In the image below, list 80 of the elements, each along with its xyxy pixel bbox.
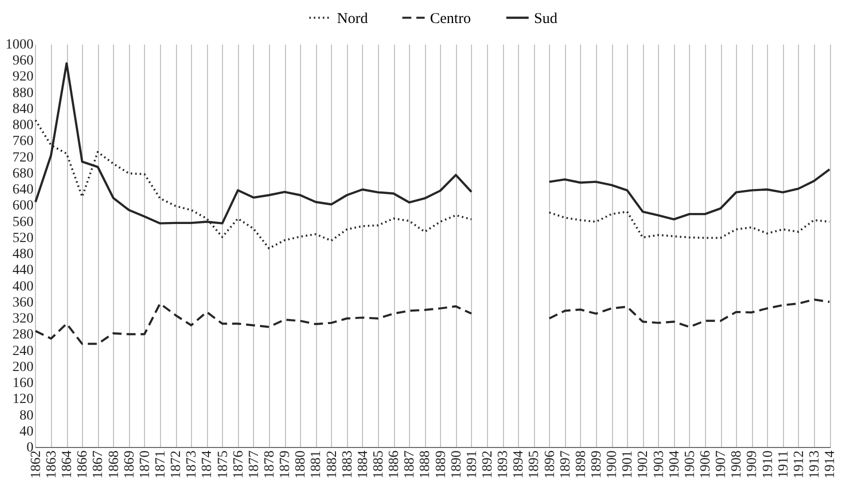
x-tick-label: 1887 — [402, 450, 418, 478]
y-tick-label: 1000 — [6, 38, 34, 52]
x-tick-label: 1904 — [667, 450, 682, 478]
x-tick-label: 1893 — [496, 450, 512, 478]
x-tick-label: 1886 — [387, 450, 402, 478]
legend-label: Sud — [534, 10, 558, 27]
x-tick-label: 1902 — [636, 450, 652, 478]
y-tick-label: 920 — [12, 70, 34, 85]
x-tick-label: 1911 — [776, 450, 792, 478]
x-tick-label: 1910 — [760, 450, 776, 478]
y-tick-label: 160 — [12, 376, 34, 392]
x-tick-label: 1879 — [278, 450, 294, 478]
x-tick-label: 1866 — [76, 450, 91, 478]
y-tick-label: 960 — [12, 54, 34, 69]
x-tick-label: 1869 — [122, 450, 138, 478]
x-tick-label: 1871 — [154, 450, 169, 478]
x-tick-label: 1894 — [512, 450, 527, 478]
x-tick-label: 1892 — [480, 450, 496, 478]
y-tick-label: 280 — [12, 328, 34, 343]
x-tick-label: 1905 — [682, 450, 698, 478]
x-tick-label: 1873 — [184, 450, 200, 478]
y-tick-label: 520 — [12, 230, 34, 246]
x-tick-label: 1863 — [44, 450, 60, 478]
x-tick-label: 1899 — [589, 450, 604, 478]
x-tick-label: 1913 — [807, 450, 822, 478]
y-tick-label: 360 — [12, 295, 34, 310]
x-tick-label: 1874 — [200, 450, 216, 478]
x-tick-label: 1880 — [294, 450, 309, 478]
x-tick-label: 1884 — [356, 450, 371, 478]
y-tick-label: 80 — [20, 408, 34, 424]
y-tick-label: 840 — [12, 102, 34, 117]
x-tick-label: 1883 — [340, 450, 356, 478]
x-tick-label: 1906 — [698, 450, 714, 478]
legend-label: Nord — [337, 10, 368, 27]
y-tick-label: 240 — [12, 344, 34, 359]
x-tick-label: 1903 — [652, 450, 667, 478]
y-tick-label: 480 — [12, 247, 34, 262]
x-tick-label: 1870 — [138, 450, 153, 478]
x-tick-label: 1868 — [106, 450, 122, 478]
x-tick-label: 1885 — [372, 450, 387, 478]
y-tick-label: 200 — [12, 360, 34, 375]
x-tick-label: 1896 — [542, 450, 558, 478]
x-tick-label: 1890 — [449, 450, 464, 478]
x-tick-label: 1914 — [823, 450, 838, 478]
y-tick-label: 680 — [12, 166, 34, 182]
x-tick-label: 1901 — [620, 450, 636, 478]
y-tick-label: 720 — [12, 150, 34, 166]
y-tick-label: 800 — [12, 118, 34, 134]
x-tick-label: 1889 — [434, 450, 449, 478]
x-tick-label: 1878 — [262, 450, 278, 478]
y-tick-label: 640 — [12, 182, 34, 198]
x-tick-label: 1864 — [60, 450, 76, 478]
x-tick-label: 1895 — [527, 450, 542, 478]
x-tick-label: 1876 — [231, 450, 246, 478]
x-tick-label: 1877 — [246, 450, 262, 478]
x-tick-label: 1875 — [216, 450, 231, 478]
y-tick-label: 600 — [12, 198, 34, 214]
x-tick-label: 1900 — [605, 450, 620, 478]
x-tick-label: 1891 — [464, 450, 480, 478]
x-tick-label: 1882 — [324, 450, 340, 478]
x-tick-label: 1872 — [169, 450, 184, 478]
x-tick-label: 1908 — [730, 450, 745, 478]
y-tick-label: 400 — [12, 279, 34, 294]
y-tick-label: 440 — [12, 263, 34, 278]
x-tick-label: 1907 — [714, 450, 730, 478]
x-tick-label: 1909 — [745, 450, 760, 478]
y-tick-label: 120 — [12, 392, 34, 408]
x-tick-label: 1888 — [418, 450, 434, 478]
y-tick-label: 40 — [20, 424, 34, 440]
x-tick-label: 1898 — [574, 450, 589, 478]
y-tick-label: 560 — [12, 214, 34, 230]
x-tick-label: 1881 — [309, 450, 324, 478]
x-tick-label: 1862 — [28, 450, 44, 478]
x-tick-label: 1867 — [91, 450, 106, 478]
legend-label: Centro — [430, 10, 471, 27]
y-tick-label: 880 — [12, 86, 34, 101]
y-tick-label: 760 — [12, 134, 34, 150]
x-tick-label: 1912 — [792, 450, 807, 478]
y-tick-label: 320 — [12, 312, 34, 327]
x-tick-label: 1897 — [558, 450, 574, 478]
